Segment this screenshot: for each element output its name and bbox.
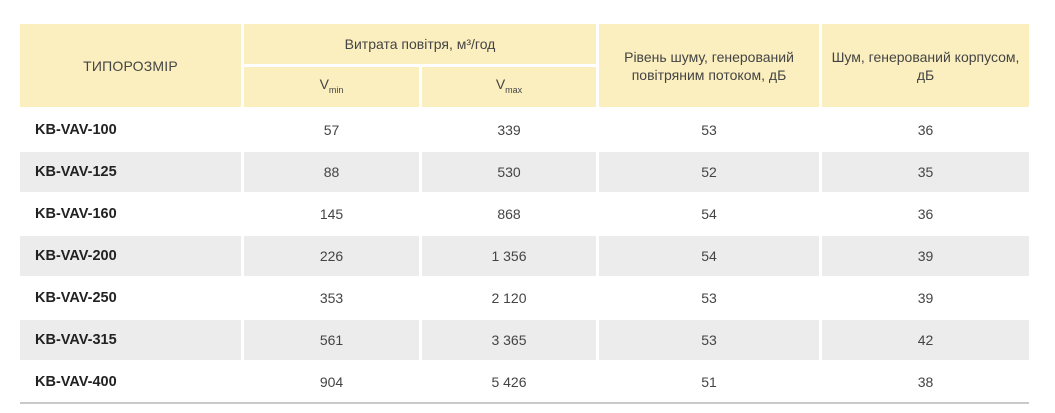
table-row: KB-VAV-200 226 1 356 54 39 — [20, 234, 1029, 276]
cell-vmax: 1 356 — [422, 234, 599, 276]
header-vmin-sub: min — [328, 85, 344, 95]
cell-vmax: 2 120 — [422, 276, 599, 318]
header-size: ТИПОРОЗМІР — [20, 24, 244, 107]
cell-vmin: 226 — [244, 234, 422, 276]
header-vmax-sub: max — [505, 85, 523, 95]
cell-vmin: 353 — [244, 276, 422, 318]
cell-model: KB-VAV-160 — [20, 192, 244, 234]
table-body: KB-VAV-100 57 339 53 36 KB-VAV-125 88 53… — [20, 107, 1029, 402]
cell-vmin: 904 — [244, 360, 422, 402]
table-row: KB-VAV-125 88 530 52 35 — [20, 150, 1029, 192]
cell-vmax: 3 365 — [422, 318, 599, 360]
table-row: KB-VAV-160 145 868 54 36 — [20, 192, 1029, 234]
cell-noise-flow: 53 — [599, 318, 822, 360]
cell-noise-case: 42 — [822, 318, 1029, 360]
cell-noise-flow: 53 — [599, 107, 822, 150]
header-vmax: Vmax — [422, 67, 599, 107]
cell-vmin: 145 — [244, 192, 422, 234]
cell-noise-case: 38 — [822, 360, 1029, 402]
cell-vmax: 530 — [422, 150, 599, 192]
header-noise-case: Шум, генерований корпусом, дБ — [822, 24, 1029, 107]
table-row: KB-VAV-250 353 2 120 53 39 — [20, 276, 1029, 318]
header-airflow-group: Витрата повітря, м³/год — [244, 24, 599, 67]
table-header: ТИПОРОЗМІР Витрата повітря, м³/год Рівен… — [20, 24, 1029, 107]
table-row: KB-VAV-400 904 5 426 51 38 — [20, 360, 1029, 402]
cell-noise-case: 39 — [822, 234, 1029, 276]
cell-vmax: 5 426 — [422, 360, 599, 402]
cell-vmax: 339 — [422, 107, 599, 150]
cell-model: KB-VAV-315 — [20, 318, 244, 360]
cell-model: KB-VAV-125 — [20, 150, 244, 192]
table-row: KB-VAV-315 561 3 365 53 42 — [20, 318, 1029, 360]
cell-model: KB-VAV-400 — [20, 360, 244, 402]
cell-noise-flow: 54 — [599, 234, 822, 276]
table-bottom-divider — [20, 402, 1029, 404]
cell-noise-case: 36 — [822, 107, 1029, 150]
header-noise-flow: Рівень шуму, генерований повітряним пото… — [599, 24, 822, 107]
cell-noise-case: 35 — [822, 150, 1029, 192]
cell-vmin: 88 — [244, 150, 422, 192]
cell-vmin: 561 — [244, 318, 422, 360]
header-vmin: Vmin — [244, 67, 422, 107]
table-row: KB-VAV-100 57 339 53 36 — [20, 107, 1029, 150]
cell-noise-flow: 51 — [599, 360, 822, 402]
cell-model: KB-VAV-200 — [20, 234, 244, 276]
spec-table: ТИПОРОЗМІР Витрата повітря, м³/год Рівен… — [20, 24, 1029, 402]
cell-noise-case: 36 — [822, 192, 1029, 234]
cell-vmin: 57 — [244, 107, 422, 150]
cell-noise-flow: 53 — [599, 276, 822, 318]
spec-table-container: ТИПОРОЗМІР Витрата повітря, м³/год Рівен… — [20, 24, 1029, 404]
header-vmax-main: V — [495, 76, 506, 92]
cell-noise-flow: 52 — [599, 150, 822, 192]
cell-noise-case: 39 — [822, 276, 1029, 318]
cell-noise-flow: 54 — [599, 192, 822, 234]
cell-model: KB-VAV-100 — [20, 107, 244, 150]
header-vmin-main: V — [319, 76, 329, 92]
cell-model: KB-VAV-250 — [20, 276, 244, 318]
cell-vmax: 868 — [422, 192, 599, 234]
